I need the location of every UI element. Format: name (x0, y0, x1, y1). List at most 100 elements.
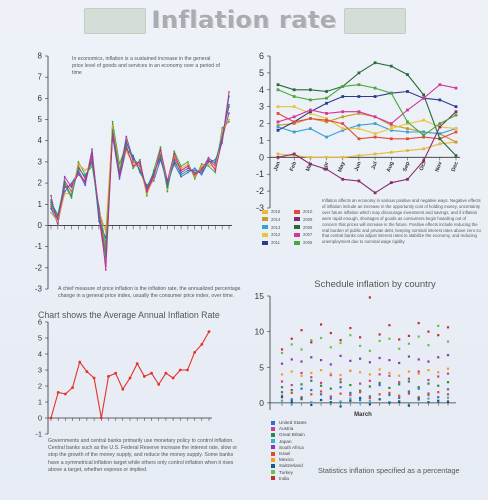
chart2-data-point (292, 120, 296, 124)
chart4-data-point (359, 382, 362, 385)
chart4-data-point (310, 339, 313, 342)
chart2-data-point (422, 159, 426, 163)
legend-item-2008: 2008 (294, 225, 312, 230)
chart2-data-point (406, 108, 409, 112)
chart2-data-point (292, 152, 296, 156)
chart3-data-point (121, 387, 125, 391)
chart1-data-point (56, 220, 59, 223)
chart4-data-point (349, 369, 352, 372)
chart3-data-point (114, 371, 118, 375)
chart4-data-point (407, 377, 411, 380)
chart1-data-point (193, 171, 196, 174)
chart4-data-point (378, 381, 381, 385)
chart4-data-point (398, 396, 401, 399)
chart1-data-point (125, 141, 128, 144)
chart2-data-point (292, 105, 296, 109)
banknote-right-icon (344, 8, 406, 34)
chart2-data-point (422, 133, 426, 137)
chart4-data-point (339, 373, 342, 377)
chart2-data-point (341, 127, 345, 131)
chart4-data-point (329, 346, 332, 349)
country-legend-item: Turkey (271, 470, 293, 475)
chart2-data-point (454, 86, 458, 90)
chart1-data-point (111, 125, 114, 127)
legend-label: 2012 (271, 232, 281, 238)
chart1-data-point (200, 163, 203, 165)
legend-label: South Africa (279, 444, 304, 450)
legend-label: India (279, 475, 289, 481)
chart2-y-tick-label: 5 (259, 68, 264, 78)
legend-label: 2014 (271, 216, 281, 222)
chart4-data-point (378, 333, 381, 336)
chart1-data-point (207, 156, 210, 159)
chart4-data-point (427, 401, 430, 404)
chart4-data-point (378, 393, 381, 396)
chart1-data-point (166, 186, 169, 189)
chart2-data-point (308, 110, 312, 114)
chart3-data-point (200, 343, 204, 346)
chart4-data-point (290, 370, 293, 373)
chart1-data-point (228, 91, 230, 93)
chart2-data-point (406, 73, 409, 76)
chart1-data-point (173, 158, 176, 161)
chart4-data-point (446, 340, 450, 343)
chart4-data-point (368, 379, 371, 382)
chart4-data-point (417, 370, 420, 373)
chart2-data-point (422, 147, 426, 151)
chart2-data-point (438, 98, 442, 102)
chart1-data-point (139, 158, 141, 161)
chart2-data-point (357, 112, 361, 115)
chart2-data-point (276, 125, 280, 129)
chart1-data-point (77, 173, 80, 176)
chart2-data-point (325, 117, 328, 120)
chart4-data-point (417, 387, 420, 390)
schedule-chart-title: Schedule inflation by country (314, 279, 436, 290)
chart4-data-point (280, 380, 284, 383)
chart3-series-line (50, 331, 210, 419)
chart4-data-point (290, 383, 293, 387)
chart4-data-point (349, 326, 352, 330)
legend-item-2015: 2015 (262, 209, 280, 214)
legend-label: 2010 (303, 209, 313, 214)
chart4-data-point (437, 384, 440, 387)
chart1-data-point (70, 197, 73, 199)
chart3-y-tick-label: 4 (38, 350, 42, 359)
country-legend-item: Japan (271, 439, 292, 444)
chart2-data-point (389, 128, 393, 132)
chart2-data-point (373, 132, 377, 136)
chart4-data-point (310, 376, 313, 379)
chart4-data-point (349, 391, 352, 394)
chart2-data-point (276, 120, 280, 124)
chart4-data-point (349, 334, 352, 337)
chart2-data-point (438, 132, 442, 136)
legend-item-2010: 2010 (294, 209, 312, 214)
chart4-data-point (417, 397, 420, 400)
chart2-data-point (357, 95, 361, 98)
legend-label: 2011 (271, 240, 281, 246)
chart4-data-point (349, 399, 352, 402)
chart3-data-point (171, 376, 175, 380)
chart1-data-point (77, 167, 80, 170)
chart1-data-point (125, 146, 128, 148)
chart2-data-point (276, 123, 280, 127)
chart1-data-point (200, 169, 203, 172)
chart4-data-point (407, 404, 411, 407)
chart2-series-line (278, 106, 457, 135)
chart2-month-label: Mar (305, 160, 314, 172)
chart3-data-point (71, 386, 74, 389)
chart2-data-point (357, 123, 361, 127)
chart2-data-point (325, 101, 328, 105)
chart4-data-point (280, 391, 284, 394)
chart2-data-point (308, 112, 312, 115)
chart4-data-point (378, 398, 381, 401)
chart1-data-point (132, 165, 135, 168)
chart4-data-point (437, 375, 440, 378)
legend-item-2014: 2014 (262, 217, 280, 222)
chart1-data-point (70, 194, 73, 197)
chart2-y-tick-label: 2 (259, 119, 264, 129)
legend-swatch (262, 225, 268, 230)
chart4-data-point (388, 386, 391, 390)
chart4-data-point (417, 335, 420, 338)
chart3-data-point (85, 370, 89, 373)
chart1-data-point (70, 184, 73, 187)
